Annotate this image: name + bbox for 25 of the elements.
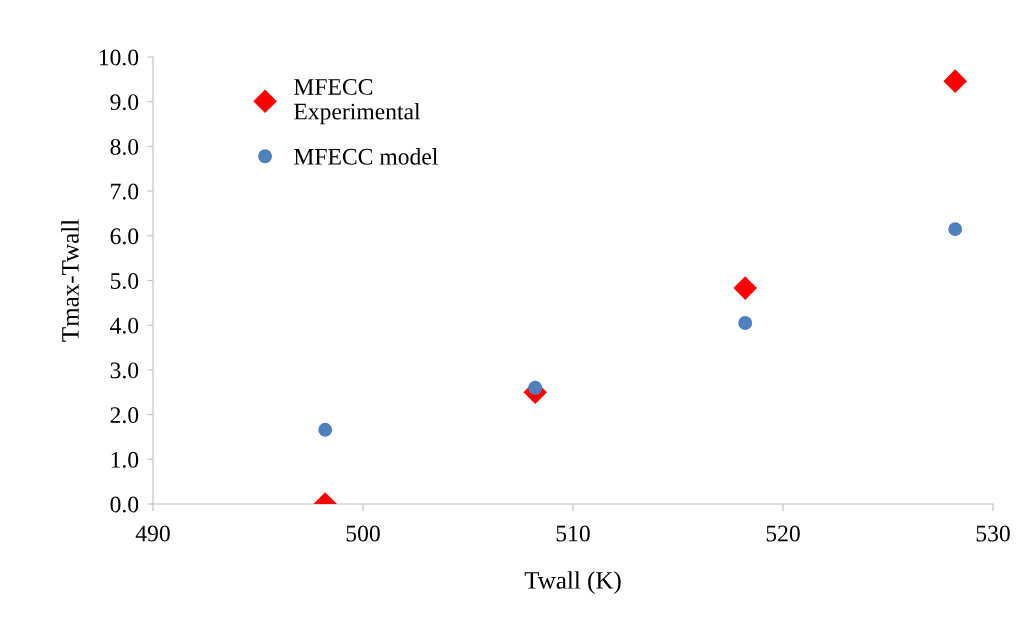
x-tick-label: 490 [135, 525, 170, 542]
x-tick-label: 510 [556, 525, 590, 542]
x-axis-title: Twall (K) [524, 571, 621, 594]
x-tick-label: 530 [976, 525, 1010, 542]
y-tick-label: 3.0 [110, 362, 139, 379]
y-tick-label: 4.0 [110, 317, 139, 334]
x-tick-label: 500 [346, 525, 380, 542]
point [733, 276, 757, 300]
y-axis-title: Tmax-Twall [61, 219, 79, 342]
x-tick-label: 520 [766, 525, 800, 542]
point [738, 316, 753, 330]
y-tick-label: 6.0 [110, 228, 139, 245]
point [318, 422, 333, 437]
y-tick-label: 10.0 [99, 49, 139, 66]
y-tick-label: 2.0 [110, 407, 139, 424]
y-tick-label: 0.0 [110, 496, 139, 513]
y-tick-label: 1.0 [111, 451, 139, 468]
y-tick-label: 9.0 [110, 94, 139, 111]
y-tick-label: 5.0 [110, 272, 139, 290]
legend-label: MFECC model [294, 148, 438, 165]
y-tick-label: 7.0 [111, 183, 139, 200]
point [948, 222, 963, 237]
legend-label: MFECC Experimental [294, 79, 421, 125]
point [943, 69, 967, 93]
y-tick-label: 8.0 [110, 138, 139, 155]
